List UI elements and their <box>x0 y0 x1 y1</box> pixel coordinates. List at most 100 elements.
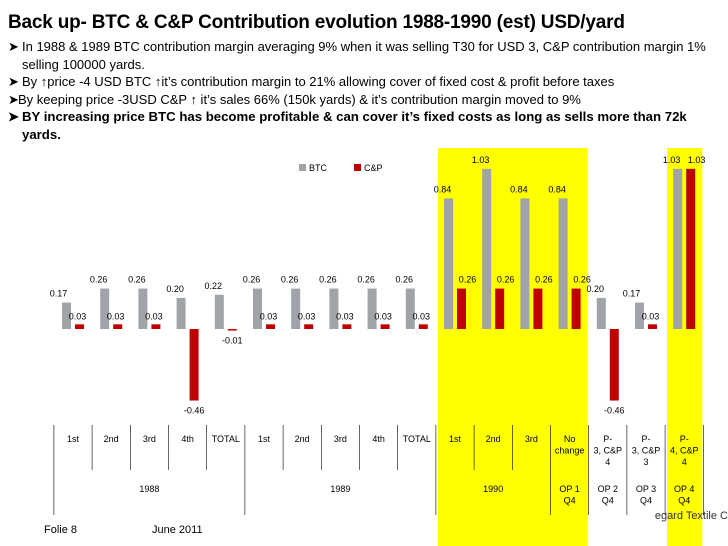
category-label-16-0: P- <box>680 434 689 444</box>
bar-btc-4 <box>214 294 224 329</box>
data-label-btc-12: 0.84 <box>510 184 528 194</box>
bullet-2: ➤ By ↑price -4 USD BTC ↑it’s contributio… <box>8 73 723 91</box>
data-label-btc-8: 0.26 <box>357 275 375 285</box>
category-label-12-0: 3rd <box>525 434 538 444</box>
category-label-10-0: 1st <box>449 434 462 444</box>
data-label-cp-13: 0.26 <box>573 275 591 285</box>
bar-cp-5 <box>266 324 275 329</box>
category-label-13-0: No <box>564 434 576 444</box>
category-label-4-0: TOTAL <box>212 434 240 444</box>
data-label-cp-2: 0.03 <box>145 311 163 321</box>
bar-cp-7 <box>342 324 352 329</box>
footer-date: June 2011 <box>152 524 203 536</box>
category-label-3-0: 4th <box>181 434 194 444</box>
group-label-4-0: OP 2 <box>598 484 618 494</box>
data-label-btc-2: 0.26 <box>128 275 146 285</box>
bullet-3: ➤ By keeping price -3USD C&P ↑ it’s sale… <box>8 91 723 109</box>
data-label-cp-12: 0.26 <box>535 275 553 285</box>
category-label-14-1: 3, C&P <box>594 446 623 456</box>
data-label-btc-10: 0.84 <box>434 184 452 194</box>
category-label-11-0: 2nd <box>486 434 501 444</box>
category-label-15-2: 3 <box>643 457 648 467</box>
bar-btc-9 <box>405 288 415 329</box>
data-label-cp-11: 0.26 <box>497 275 515 285</box>
slide-title: Back up- BTC & C&P Contribution evolutio… <box>8 12 625 33</box>
data-label-cp-6: 0.03 <box>298 311 316 321</box>
category-label-2-0: 3rd <box>143 434 156 444</box>
bar-cp-3 <box>189 329 199 401</box>
bar-btc-2 <box>138 288 148 329</box>
bullet-list: ➤ In 1988 & 1989 BTC contribution margin… <box>8 38 723 144</box>
data-label-btc-4: 0.22 <box>205 281 223 291</box>
bar-cp-10 <box>457 288 466 329</box>
category-label-6-0: 2nd <box>295 434 310 444</box>
bar-btc-8 <box>367 288 377 329</box>
bar-cp-4 <box>227 329 237 331</box>
data-label-cp-3: -0.46 <box>184 406 205 416</box>
bar-cp-12 <box>533 288 543 329</box>
group-label-4-1: Q4 <box>602 496 614 506</box>
bar-btc-11 <box>482 168 492 329</box>
bar-cp-11 <box>495 288 505 329</box>
company-footer: egard Textile C <box>654 510 728 522</box>
legend-label-btc: BTC <box>309 163 328 173</box>
data-label-cp-9: 0.03 <box>413 311 431 321</box>
bar-cp-2 <box>151 324 161 329</box>
bar-cp-0 <box>75 324 84 329</box>
category-label-16-1: 4, C&P <box>670 446 699 456</box>
group-label-3-1: Q4 <box>564 496 576 506</box>
data-label-cp-5: 0.03 <box>260 311 278 321</box>
category-label-0-0: 1st <box>67 434 80 444</box>
bar-btc-3 <box>176 297 186 329</box>
bar-cp-14 <box>609 329 619 401</box>
bar-btc-14 <box>596 297 606 329</box>
bar-btc-10 <box>444 198 453 329</box>
data-label-cp-16: 1.03 <box>688 155 706 165</box>
data-label-btc-13: 0.84 <box>548 184 566 194</box>
bullet-4-text: BY increasing price BTC has become profi… <box>22 109 687 142</box>
data-label-cp-4: -0.01 <box>222 336 243 346</box>
data-label-btc-15: 0.17 <box>623 289 641 299</box>
bar-btc-13 <box>558 198 568 329</box>
data-label-cp-15: 0.03 <box>642 311 660 321</box>
legend-label-cp: C&P <box>364 163 383 173</box>
bar-cp-1 <box>113 324 123 329</box>
bar-btc-12 <box>520 198 530 329</box>
category-label-14-0: P- <box>603 434 612 444</box>
data-label-cp-8: 0.03 <box>374 311 392 321</box>
bullet-1: ➤ In 1988 & 1989 BTC contribution margin… <box>8 38 723 73</box>
bar-cp-16 <box>686 168 696 329</box>
category-label-16-2: 4 <box>682 457 687 467</box>
category-label-7-0: 3rd <box>334 434 347 444</box>
data-label-btc-0: 0.17 <box>50 289 68 299</box>
category-label-1-0: 2nd <box>104 434 119 444</box>
bar-cp-9 <box>418 324 428 329</box>
group-label-6-1: Q4 <box>678 496 690 506</box>
data-label-btc-9: 0.26 <box>396 275 414 285</box>
bullet-4: ➤ BY increasing price BTC has become pro… <box>8 108 723 143</box>
bar-btc-15 <box>635 302 644 329</box>
data-label-cp-0: 0.03 <box>69 311 87 321</box>
arrow-bullet-icon: ➤ <box>8 39 19 54</box>
category-label-9-0: TOTAL <box>403 434 431 444</box>
bar-btc-5 <box>253 288 262 329</box>
bullet-3-text: By keeping price -3USD C&P ↑ it’s sales … <box>18 91 581 107</box>
group-label-2-0: 1990 <box>483 484 503 494</box>
data-label-btc-16: 1.03 <box>663 155 681 165</box>
legend-swatch-cp <box>354 164 361 171</box>
bar-cp-6 <box>304 324 314 329</box>
group-label-5-1: Q4 <box>640 496 652 506</box>
data-label-btc-14: 0.20 <box>587 284 605 294</box>
bar-btc-0 <box>62 302 71 329</box>
bullet-1-text: In 1988 & 1989 BTC contribution margin a… <box>22 39 706 72</box>
bar-btc-16 <box>673 168 683 329</box>
group-label-1-0: 1989 <box>330 484 350 494</box>
legend-swatch-btc <box>299 164 306 171</box>
category-label-15-1: 3, C&P <box>632 446 661 456</box>
arrow-bullet-icon: ➤ <box>8 109 20 125</box>
bar-btc-1 <box>100 288 110 329</box>
bar-cp-8 <box>380 324 390 329</box>
category-label-13-1: change <box>555 446 585 456</box>
data-label-cp-10: 0.26 <box>459 275 477 285</box>
